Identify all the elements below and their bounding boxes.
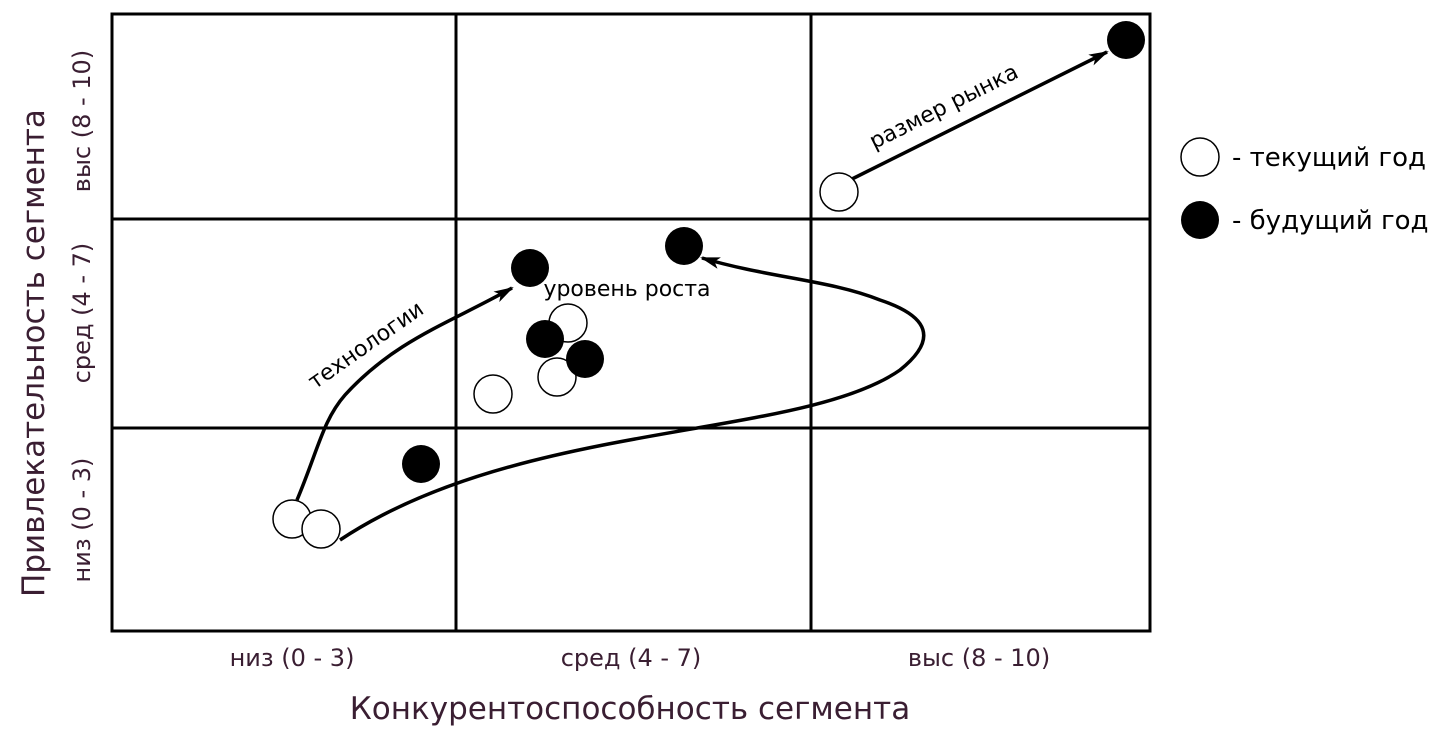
y-tick-high: выс (8 - 10)	[68, 50, 96, 192]
legend-future-swatch	[1181, 201, 1219, 239]
y-axis-title: Привлекательность сегмента	[16, 109, 52, 597]
current-point	[301, 509, 341, 549]
market-size-arrow	[849, 50, 1109, 182]
arrows	[295, 50, 1109, 542]
current-point	[537, 357, 577, 397]
y-tick-low: низ (0 - 3)	[68, 458, 96, 583]
legend: - текущий год - будущий год	[1180, 137, 1429, 239]
x-tick-low: низ (0 - 3)	[230, 644, 355, 672]
technology-arrow	[295, 286, 514, 501]
y-tick-mid: сред (4 - 7)	[68, 243, 96, 384]
future-point	[511, 249, 549, 287]
growth-rate-arrow	[339, 256, 926, 542]
legend-future-label: - будущий год	[1232, 206, 1429, 236]
future-point	[402, 445, 440, 483]
matrix-grid	[110, 12, 1152, 633]
future-year-points	[402, 21, 1145, 483]
future-point	[665, 227, 703, 265]
grid-frame	[110, 12, 1152, 633]
legend-current-label: - текущий год	[1232, 143, 1426, 173]
legend-current-swatch	[1180, 137, 1220, 177]
current-point	[473, 374, 513, 414]
future-point	[1107, 21, 1145, 59]
x-axis-title: Конкурентоспособность сегмента	[350, 691, 910, 727]
current-point	[819, 172, 859, 212]
x-tick-high: выс (8 - 10)	[908, 644, 1050, 672]
future-point	[566, 340, 604, 378]
growth-rate-label: уровень роста	[543, 277, 710, 302]
technology-label: технологии	[304, 297, 429, 395]
x-tick-mid: сред (4 - 7)	[561, 644, 702, 672]
future-point	[526, 320, 564, 358]
